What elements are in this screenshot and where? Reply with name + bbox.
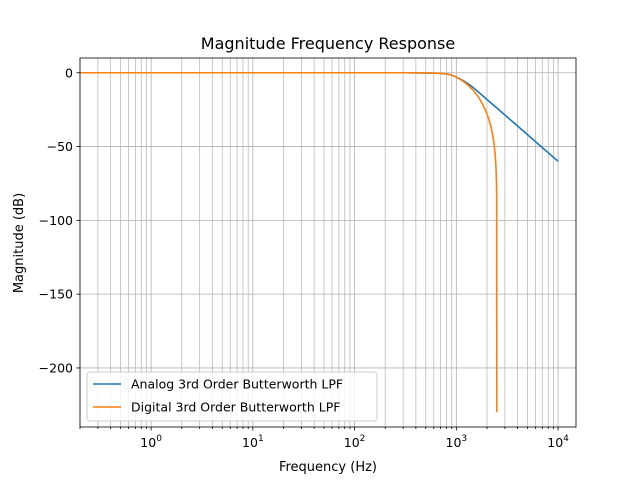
chart-title: Magnitude Frequency Response xyxy=(201,34,455,53)
x-tick-label: 101 xyxy=(242,434,264,450)
series-layer xyxy=(80,71,559,413)
legend-box xyxy=(86,371,378,422)
y-tick-label: −50 xyxy=(47,139,73,154)
legend-label: Analog 3rd Order Butterworth LPF xyxy=(131,377,343,392)
y-tick-label: −200 xyxy=(39,360,73,375)
x-tick-label: 103 xyxy=(446,434,468,450)
x-axis-label: Frequency (Hz) xyxy=(279,460,377,475)
minor-gridlines xyxy=(79,58,554,427)
y-axis-label: Magnitude (dB) xyxy=(12,193,27,293)
x-axis-ticks: 100 101 102 103 104 xyxy=(79,427,569,450)
major-gridlines xyxy=(80,58,576,427)
y-axis-ticks: 0 −50 −100 −150 −200 xyxy=(39,65,80,375)
x-tick-label: 104 xyxy=(547,434,569,450)
legend-label: Digital 3rd Order Butterworth LPF xyxy=(131,400,340,415)
x-tick-label: 100 xyxy=(140,434,162,450)
y-tick-label: −100 xyxy=(39,213,73,228)
y-tick-label: 0 xyxy=(65,65,73,80)
plot-area-frame xyxy=(79,57,577,428)
y-tick-label: −150 xyxy=(39,287,73,302)
x-tick-label: 102 xyxy=(344,434,366,450)
legend: Analog 3rd Order Butterworth LPF Digital … xyxy=(86,371,378,422)
series-line-digital xyxy=(80,71,498,413)
